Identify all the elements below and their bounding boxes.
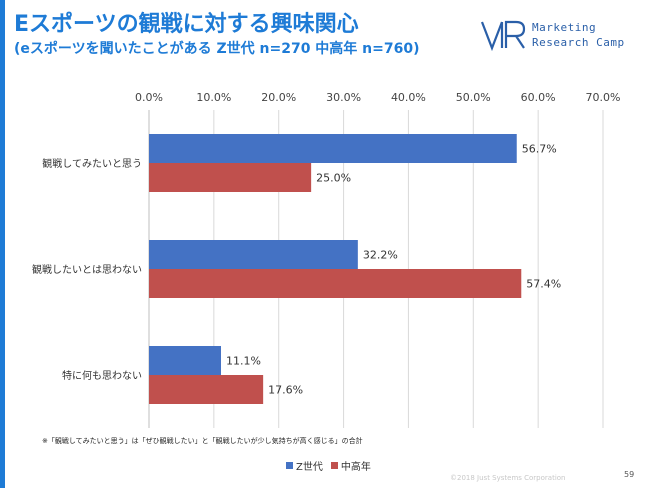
legend-item-z: Z世代 [286,458,323,473]
x-tick-label: 10.0% [196,91,231,104]
logo-text-line2: Research Camp [532,36,625,49]
legend-swatch-mid [330,462,338,469]
x-tick-label: 70.0% [586,91,621,104]
bar-z [149,240,358,269]
category-label: 特に何も思わない [62,369,142,382]
data-label: 25.0% [316,172,351,185]
page-number: 59 [624,470,635,479]
copyright: ©2018 Just Systems Corporation [450,474,566,482]
data-label: 56.7% [522,143,557,156]
page-subtitle: (eスポーツを聞いたことがある Z世代 n=270 中高年 n=760) [14,41,420,57]
data-label: 11.1% [226,355,261,368]
footnote: ※「観戦してみたいと思う」は「ぜひ観戦したい」と「観戦したいが少し気持ちが高く感… [42,437,363,445]
x-tick-label: 30.0% [326,91,361,104]
category-label: 観戦してみたいと思う [42,157,142,170]
data-label: 17.6% [268,384,303,397]
bar-z [149,134,517,163]
page-title: Eスポーツの観戦に対する興味関心 [14,12,359,37]
accent-stripe [0,0,5,488]
brand-logo: Marketing Research Camp [480,18,630,54]
logo-text-line1: Marketing [532,21,597,34]
legend-label-z: Z世代 [296,462,323,473]
legend-swatch-z [286,462,293,469]
x-tick-label: 60.0% [521,91,556,104]
x-tick-label: 0.0% [135,91,163,104]
bar-mid [149,375,264,404]
category-label: 観戦したいとは思わない [32,263,142,276]
bar-mid [149,269,522,298]
bar-z [149,346,221,375]
logo-mark-icon [480,20,526,52]
bar-mid [149,163,312,192]
x-tick-label: 40.0% [391,91,426,104]
x-tick-label: 50.0% [456,91,491,104]
data-label: 32.2% [363,249,398,262]
x-tick-label: 20.0% [261,91,296,104]
legend-label-mid: 中高年 [340,462,371,473]
legend: Z世代 中高年 [286,458,371,473]
legend-item-mid: 中高年 [330,458,371,473]
data-label: 57.4% [526,278,561,291]
